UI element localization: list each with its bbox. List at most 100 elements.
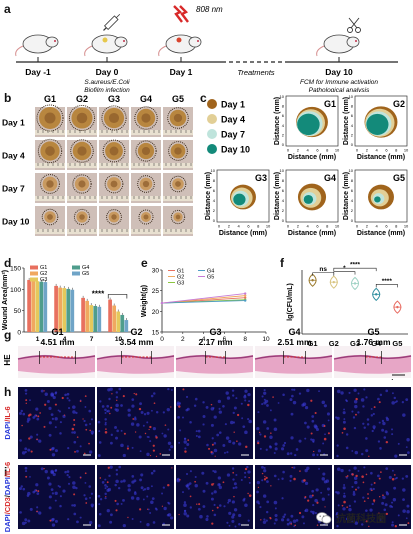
- trace-xtick: 0: [218, 224, 221, 229]
- wound-photo: [163, 206, 193, 236]
- fluoro-image: [18, 465, 95, 529]
- d-ytick: 0: [17, 330, 21, 337]
- f-xtick: G5: [392, 339, 402, 348]
- d-bar: [93, 305, 98, 332]
- panel-e-label: e: [141, 256, 148, 270]
- trace-ytick: 6: [213, 188, 216, 193]
- f-ylabel: lg(CFU/mL): [287, 283, 294, 321]
- he-scale-label: 1 mm: [391, 379, 405, 380]
- trace-ytick: 4: [282, 123, 285, 128]
- trace-ytick: 6: [282, 188, 285, 193]
- he-wound-width: 4.51 mm: [40, 337, 74, 347]
- legend-swatch: [207, 129, 217, 139]
- d-bar: [54, 285, 58, 332]
- f-significance-bracket: [333, 267, 377, 272]
- fluoro-image: [334, 387, 411, 459]
- trace-xtick: 6: [316, 224, 319, 229]
- d-bar: [31, 280, 36, 332]
- f-point: [396, 305, 399, 309]
- photo-col-header: G2: [76, 94, 88, 104]
- trace-xtick: 6: [247, 224, 250, 229]
- wound-photo: [99, 105, 129, 137]
- trace-xtick: 8: [326, 224, 329, 229]
- trace-ytick: 0: [282, 218, 285, 223]
- trace-xtick: 4: [238, 224, 241, 229]
- e-xtick: 10: [262, 336, 270, 343]
- d-ytick: 50: [14, 308, 22, 315]
- e-point: [244, 299, 247, 302]
- trace-xtick: 0: [287, 148, 290, 153]
- wound-photo: [131, 206, 161, 236]
- d-bar: [124, 320, 129, 332]
- wound-photo: [131, 173, 161, 203]
- trace-day-10: [233, 193, 246, 206]
- f-significance: *: [343, 265, 346, 272]
- trace-xtick: 4: [307, 148, 310, 153]
- trace-group-label: G2: [393, 99, 405, 109]
- timeline-day-0: Day 0: [96, 67, 119, 77]
- panel-d-label: d: [4, 256, 12, 270]
- panel-g-label: g: [4, 328, 12, 342]
- d-bar: [89, 305, 94, 332]
- f-xtick: G4: [371, 339, 382, 348]
- panel-c-label: c: [200, 91, 207, 105]
- legend-swatch: [207, 144, 217, 154]
- d-legend-label: G4: [82, 265, 89, 271]
- trace-xtick: 10: [404, 224, 409, 229]
- d-bar: [35, 281, 40, 332]
- mouse-illustration-3: [158, 34, 202, 57]
- d-bar: [39, 281, 44, 332]
- f-significance-bracket: [333, 271, 356, 275]
- fluoro-image: [97, 465, 174, 529]
- e-ytick: 30: [152, 268, 160, 275]
- trace-xtick: 6: [316, 148, 319, 153]
- trace-ytick: 8: [282, 178, 285, 183]
- f-xtick: G3: [350, 339, 360, 348]
- e-xtick: 6: [223, 336, 227, 343]
- f-violin: [329, 275, 338, 289]
- photo-col-header: G4: [140, 94, 152, 104]
- timeline-day-minus1: Day -1: [25, 67, 51, 77]
- f-point: [311, 279, 314, 282]
- d-legend-label: G2: [40, 271, 47, 277]
- f-significance: ns: [319, 266, 327, 273]
- d-legend-label: G5: [82, 271, 89, 277]
- trace-ylabel: Distance (mm): [343, 172, 350, 220]
- f-point: [375, 293, 378, 296]
- trace-ylabel: Distance (mm): [274, 97, 281, 145]
- d-ytick: 100: [10, 287, 21, 294]
- panel-i-label: i: [4, 465, 8, 479]
- wound-photo: [99, 173, 129, 203]
- he-wound-width: 1.76 mm: [356, 337, 390, 347]
- watermark-badge: 抗菌科技圈: [316, 510, 386, 525]
- f-significance-bracket: [375, 284, 398, 288]
- e-xtick: 2: [181, 336, 185, 343]
- d-bar: [58, 287, 63, 332]
- e-ytick: 20: [152, 309, 160, 316]
- wound-photo: [163, 173, 193, 203]
- trace-xlabel: Distance (mm): [288, 230, 336, 237]
- he-section-g5: G51.76 mm: [333, 327, 412, 378]
- fluoro-image: [176, 465, 253, 529]
- wound-photo: [35, 138, 65, 170]
- trace-ylabel: Distance (mm): [343, 97, 350, 145]
- trace-day-10: [303, 194, 314, 204]
- d-bar: [43, 282, 48, 332]
- syringe-icon: [103, 13, 121, 31]
- wound-photo: [163, 107, 193, 137]
- f-significance: ****: [382, 278, 393, 285]
- d-bar: [116, 311, 121, 332]
- laser-wavelength: 808 nm: [196, 5, 223, 14]
- trace-ytick: 8: [282, 104, 285, 109]
- he-section-g1: G14.51 mm: [17, 327, 96, 378]
- wound-photo: [131, 140, 161, 170]
- trace-xlabel: Distance (mm): [357, 230, 405, 237]
- trace-ytick: 0: [213, 218, 216, 223]
- f-point: [332, 280, 335, 284]
- trace-xtick: 8: [257, 224, 260, 229]
- trace-xtick: 2: [228, 224, 231, 229]
- d-legend-swatch: [72, 265, 80, 270]
